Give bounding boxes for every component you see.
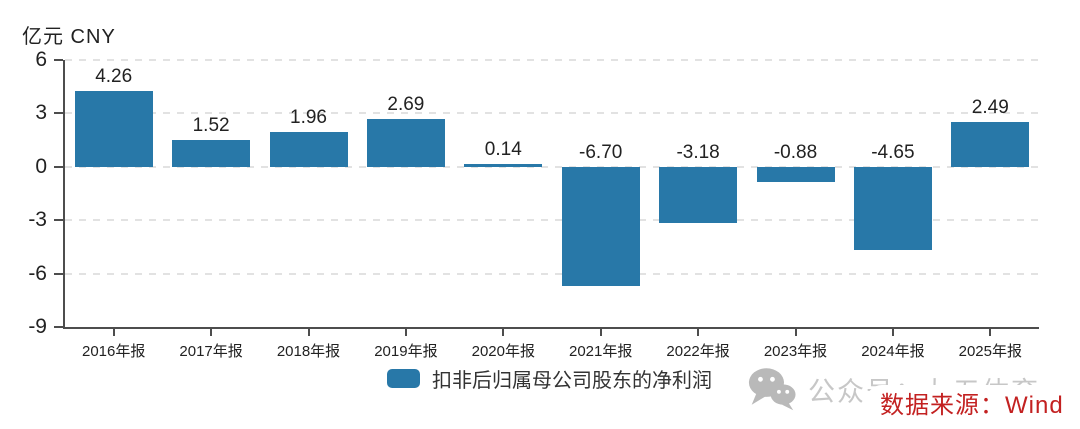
x-tick-label: 2018年报	[276, 343, 341, 360]
bar-value-label: 1.96	[290, 106, 327, 128]
source-label: 数据来源：Wind	[880, 392, 1064, 419]
bar-value-label: -3.18	[676, 141, 720, 163]
x-tick-label: 2017年报	[179, 343, 243, 360]
y-tick	[54, 112, 63, 115]
y-tick	[54, 272, 63, 275]
bar-value-label: 0.14	[484, 139, 522, 161]
bar-value-label: -4.65	[871, 141, 915, 163]
bar-value-label: 2.69	[387, 93, 425, 115]
bar	[659, 166, 738, 224]
bar-value-label: -6.70	[579, 141, 623, 163]
bar	[464, 164, 543, 167]
legend-swatch	[387, 369, 420, 388]
y-tick-label: 6	[35, 48, 47, 71]
bar	[561, 166, 640, 287]
legend-label: 扣非后归属母公司股东的净利润	[432, 370, 712, 392]
bar	[74, 90, 153, 167]
x-tick	[210, 327, 213, 336]
x-tick-label: 2020年报	[471, 343, 535, 360]
y-tick-label: 0	[35, 154, 47, 178]
gridline	[65, 219, 1039, 222]
bar-value-label: 1.52	[192, 114, 230, 136]
bar-value-label: -0.88	[773, 141, 818, 163]
x-tick	[502, 327, 505, 336]
x-tick	[794, 327, 797, 336]
bar	[366, 118, 445, 167]
bar	[172, 139, 251, 167]
bar	[853, 166, 932, 250]
source-pill: 数据来源：Wind	[866, 385, 1080, 420]
bar	[951, 122, 1030, 167]
plot-area: 6 3 0 -3 -6 -9 4.26 2016年报 1.52 2017年报 1.96 2018年报 2…	[28, 48, 1039, 360]
gridline	[65, 112, 1039, 115]
x-tick-label: 2019年报	[374, 343, 438, 360]
x-tick	[404, 327, 407, 336]
y-tick-label: -3	[28, 208, 47, 232]
x-tick-label: 2021年报	[569, 343, 633, 360]
gridline	[65, 59, 1039, 61]
gridline	[65, 165, 1039, 168]
x-tick	[891, 327, 894, 336]
y-tick	[54, 59, 63, 61]
legend: 扣非后归属母公司股东的净利润	[387, 364, 712, 393]
y-tick-label: -9	[28, 315, 47, 338]
x-tick-label: 2025年报	[958, 343, 1022, 360]
y-tick	[54, 165, 63, 168]
x-tick-label: 2023年报	[763, 343, 828, 360]
x-tick-label: 2022年报	[666, 343, 730, 360]
x-tick	[112, 327, 115, 336]
bar-value-label: 2.49	[971, 97, 1009, 119]
x-tick-label: 2016年报	[82, 343, 146, 360]
x-tick-label: 2024年报	[861, 343, 925, 360]
bar-value-label: 4.26	[95, 65, 133, 87]
x-tick	[989, 327, 992, 336]
y-axis-unit-label: 亿元 CNY	[22, 26, 116, 48]
y-tick-label: 3	[35, 101, 47, 125]
y-tick	[54, 326, 63, 328]
bar	[756, 166, 835, 183]
x-tick	[697, 327, 700, 336]
x-tick	[599, 327, 602, 336]
gridline	[65, 272, 1039, 275]
bar	[269, 131, 348, 167]
y-tick	[54, 219, 63, 222]
wechat-icon	[748, 368, 796, 411]
y-tick-label: -6	[28, 261, 47, 285]
x-tick	[307, 327, 310, 336]
